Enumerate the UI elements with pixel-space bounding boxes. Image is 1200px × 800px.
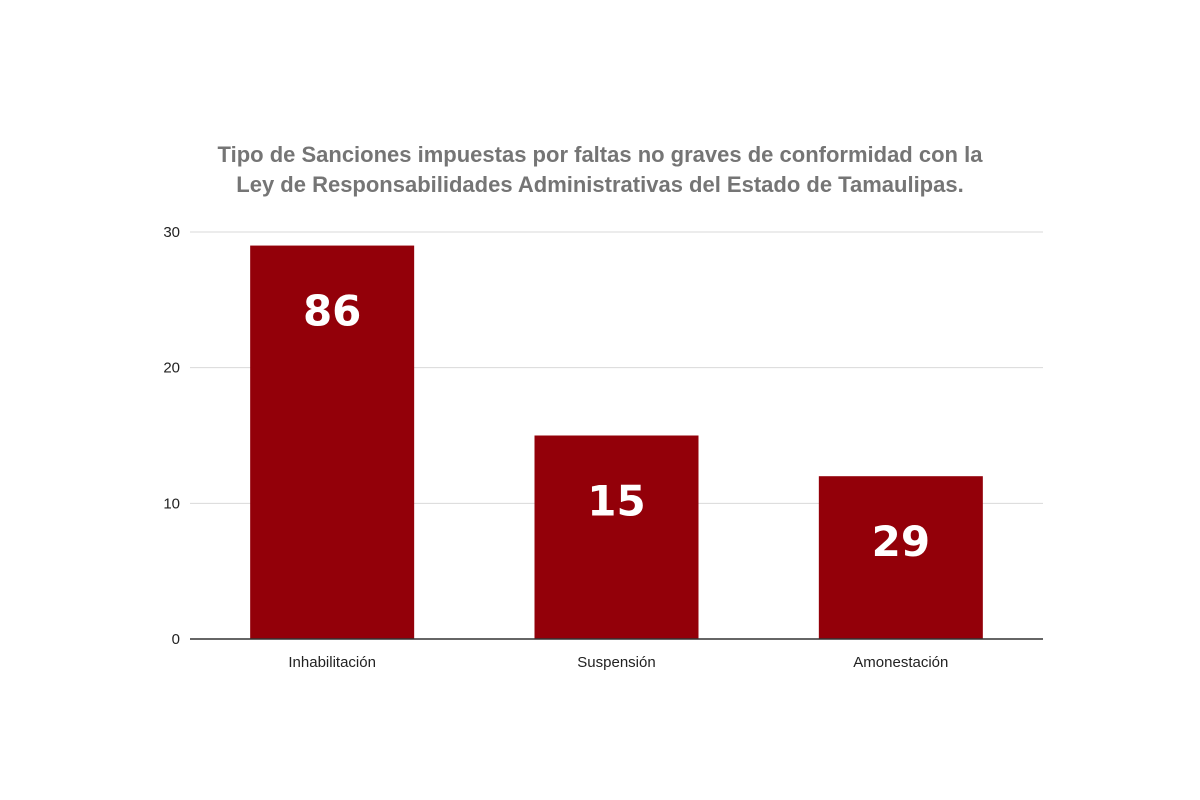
x-category-label-2: Amonestación <box>853 654 948 671</box>
chart-title-line-2: Ley de Responsabilidades Administrativas… <box>236 172 964 197</box>
chart-title-line-1: Tipo de Sanciones impuestas por faltas n… <box>217 142 983 167</box>
y-tick-label-2: 20 <box>163 360 180 377</box>
data-label-2: 29 <box>872 517 930 566</box>
y-tick-label-3: 30 <box>163 224 180 241</box>
x-category-label-1: Suspensión <box>577 654 655 671</box>
data-label-1: 15 <box>587 477 645 526</box>
bar-0 <box>250 245 415 640</box>
y-tick-label-1: 10 <box>163 495 180 512</box>
bar-1 <box>534 435 699 639</box>
data-label-0: 86 <box>303 287 361 336</box>
y-tick-label-0: 0 <box>172 631 180 648</box>
chart-title: Tipo de Sanciones impuestas por faltas n… <box>0 140 1200 200</box>
bar-2 <box>818 476 983 639</box>
x-category-label-0: Inhabilitación <box>288 654 376 671</box>
